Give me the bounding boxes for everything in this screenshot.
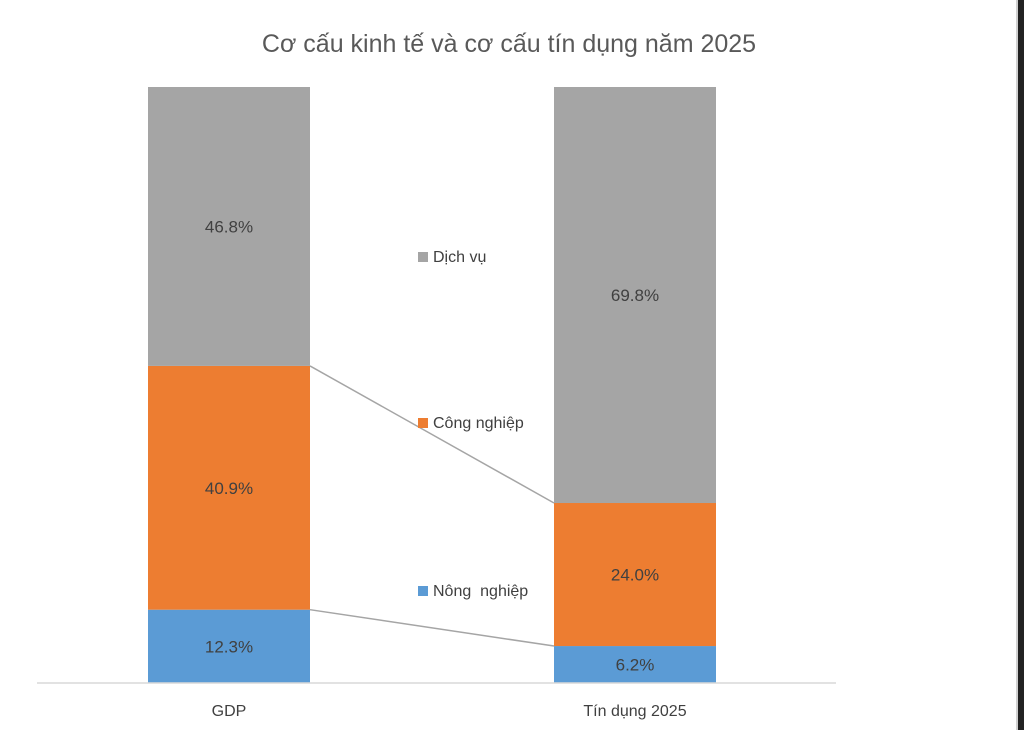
data-label-gdp-dich-vu: 46.8% bbox=[205, 217, 253, 236]
x-axis-ticks: GDP Tín dụng 2025 bbox=[212, 703, 687, 720]
chart-title: Cơ cấu kinh tế và cơ cấu tín dụng năm 20… bbox=[262, 30, 756, 58]
legend-label-cong-nghiep: Công nghiệp bbox=[433, 415, 524, 432]
legend-swatch-dich-vu bbox=[418, 252, 428, 262]
window-edge bbox=[1018, 0, 1024, 730]
legend-item-cong-nghiep: Công nghiệp bbox=[418, 415, 524, 432]
bar-gdp-dich-vu bbox=[148, 87, 310, 366]
legend-swatch-cong-nghiep bbox=[418, 418, 428, 428]
legend-label-nong-nghiep: Nông nghiệp bbox=[433, 583, 528, 600]
data-label-tin-dung-2025-nong-nghiep: 6.2% bbox=[616, 656, 655, 675]
data-labels: 12.3% 40.9% 46.8% 6.2% 24.0% 69.8% bbox=[205, 217, 659, 674]
bar-tin-dung-2025-dich-vu bbox=[554, 87, 716, 504]
x-tick-gdp: GDP bbox=[212, 703, 247, 720]
data-label-gdp-cong-nghiep: 40.9% bbox=[205, 479, 253, 498]
data-label-tin-dung-2025-dich-vu: 69.8% bbox=[611, 286, 659, 305]
legend-swatch-nong-nghiep bbox=[418, 586, 428, 596]
legend-item-nong-nghiep: Nông nghiệp bbox=[418, 583, 528, 600]
data-label-tin-dung-2025-cong-nghiep: 24.0% bbox=[611, 566, 659, 585]
data-label-gdp-nong-nghiep: 12.3% bbox=[205, 637, 253, 656]
legend-item-dich-vu: Dịch vụ bbox=[418, 249, 486, 266]
legend-label-dich-vu: Dịch vụ bbox=[433, 249, 486, 266]
series-line-cong-nghiep bbox=[309, 365, 555, 504]
bar-gdp-cong-nghiep bbox=[148, 365, 310, 610]
bar-tin-dung-2025-nong-nghiep bbox=[554, 646, 716, 683]
x-tick-tin-dung-2025: Tín dụng 2025 bbox=[583, 703, 686, 720]
bars bbox=[148, 87, 716, 683]
series-lines bbox=[309, 365, 555, 647]
bar-gdp-nong-nghiep bbox=[148, 609, 310, 683]
legend: Dịch vụ Công nghiệp Nông nghiệp bbox=[418, 249, 528, 600]
series-line-nong-nghiep bbox=[309, 608, 555, 647]
bar-tin-dung-2025-cong-nghiep bbox=[554, 503, 716, 647]
